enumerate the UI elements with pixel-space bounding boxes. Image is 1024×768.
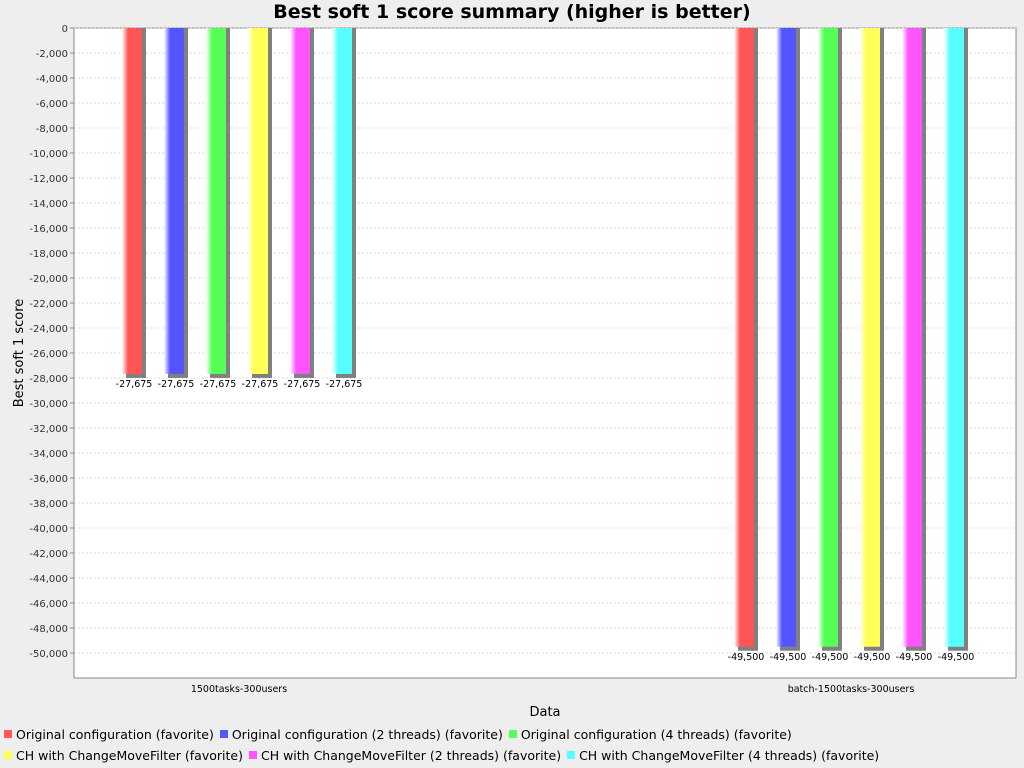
y-tick-label: -34,000 [29,449,68,460]
legend-swatch [219,730,228,738]
y-tick-label: -24,000 [29,324,68,335]
bar [902,28,922,647]
bar [248,28,268,374]
y-tick-label: -20,000 [29,274,68,285]
legend-row: CH with ChangeMoveFilter (favorite) CH wi… [4,745,885,765]
y-tick-label: -44,000 [29,574,68,585]
legend-item: Original configuration (4 threads) (favo… [508,726,792,742]
data-label: -49,500 [938,652,975,663]
y-tick-label: 0 [62,24,68,35]
legend-swatch [4,730,12,738]
y-tick-label: -18,000 [29,249,68,260]
data-label: -27,675 [200,379,237,390]
data-labels: -27,675 -27,675 -27,675 -27,675 -27,675 -27,6… [116,379,975,663]
legend-swatch [508,730,517,738]
data-label: -49,500 [728,652,765,663]
y-tick-label: -38,000 [29,499,68,510]
legend-label: Original configuration (2 threads) (favo… [231,726,503,742]
legend-item: CH with ChangeMoveFilter (4 threads) (fa… [567,748,879,763]
x-axis-label: Data [529,705,560,720]
bar [734,28,754,647]
data-label: -49,500 [854,652,891,663]
legend: Original configuration (favorite) Origina… [0,724,1024,768]
y-axis-label: Best soft 1 score [12,299,27,408]
y-tick-label: -22,000 [29,299,68,310]
bar [776,28,796,647]
bar [860,28,880,647]
y-tick-label: -14,000 [29,199,68,210]
y-tick-label: -26,000 [29,349,68,360]
legend-item: Original configuration (2 threads) (favo… [219,726,503,742]
y-tick-label: -40,000 [29,524,68,535]
data-label: -49,500 [812,652,849,663]
legend-swatch [248,751,257,759]
data-label: -27,675 [242,379,279,390]
y-tick-label: -4,000 [36,74,68,85]
bar [818,28,838,647]
x-tick-label: batch-1500tasks-300users [788,684,915,695]
y-tick-label: -32,000 [29,424,68,435]
data-label: -27,675 [116,379,153,390]
x-axis-ticks: 1500tasks-300users batch-1500tasks-300use… [191,684,915,695]
y-tick-label: -10,000 [29,149,68,160]
y-tick-label: -48,000 [29,624,68,635]
data-label: -27,675 [158,379,195,390]
y-tick-label: -46,000 [29,599,68,610]
bar [164,28,184,374]
y-tick-label: -12,000 [29,174,68,185]
legend-row: Original configuration (favorite) Origina… [4,724,798,744]
data-label: -27,675 [326,379,363,390]
bar [332,28,352,374]
y-tick-label: -36,000 [29,474,68,485]
y-tick-label: -6,000 [36,99,68,110]
data-label: -49,500 [896,652,933,663]
legend-label: Original configuration (4 threads) (favo… [520,726,792,742]
bar [290,28,310,374]
chart-title: Best soft 1 score summary (higher is bet… [273,1,751,23]
y-tick-label: -42,000 [29,549,68,560]
bar-chart: 0 -2,000 -4,000 -6,000 -8,000 -10,000 -12,000 -… [12,24,1017,720]
legend-swatch [567,751,576,759]
legend-item: Original configuration (favorite) [4,727,214,742]
y-tick-label: -30,000 [29,399,68,410]
legend-label: CH with ChangeMoveFilter (4 threads) (fa… [579,747,880,763]
y-tick-label: -50,000 [29,649,68,660]
y-tick-label: -8,000 [36,124,68,135]
bars [122,28,968,651]
y-axis-ticks: 0 -2,000 -4,000 -6,000 -8,000 -10,000 -12,000 -… [29,24,74,660]
legend-label: CH with ChangeMoveFilter (2 threads) (fa… [260,747,562,763]
data-label: -27,675 [284,379,321,390]
data-label: -49,500 [770,652,807,663]
x-tick-label: 1500tasks-300users [191,684,287,695]
y-tick-label: -28,000 [29,374,68,385]
legend-label: CH with ChangeMoveFilter (favorite) [16,747,243,763]
bar [206,28,226,374]
legend-swatch [4,751,12,759]
y-tick-label: -2,000 [36,49,68,60]
legend-label: Original configuration (favorite) [16,726,214,742]
legend-item: CH with ChangeMoveFilter (2 threads) (fa… [248,747,562,763]
y-tick-label: -16,000 [29,224,68,235]
legend-item: CH with ChangeMoveFilter (favorite) [4,748,243,763]
grid-lines [74,27,1016,654]
bar [122,28,142,374]
bar [944,28,964,647]
